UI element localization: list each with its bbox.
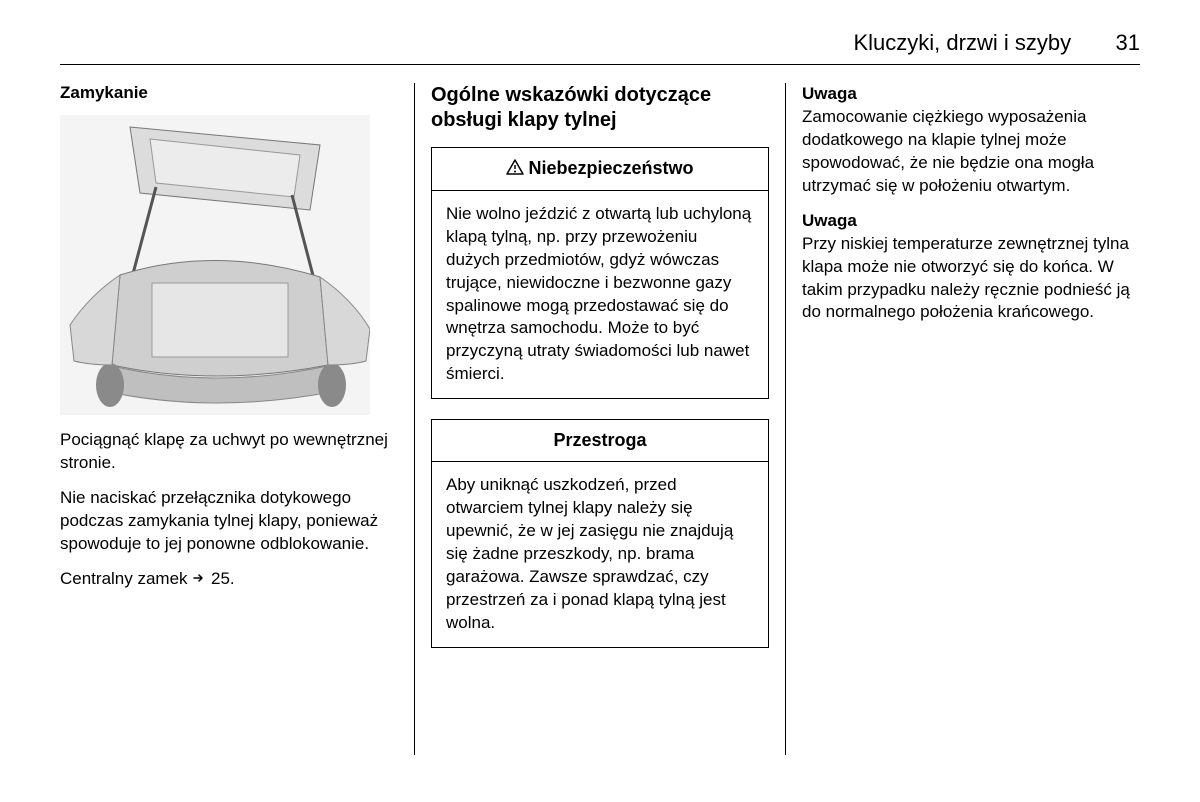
note1-body: Zamocowanie ciężkiego wyposażenia dodatk… — [802, 107, 1094, 195]
chapter-title: Kluczyki, drzwi i szyby — [853, 30, 1071, 55]
col1-p3-prefix: Centralny zamek — [60, 569, 192, 588]
column-2: Ogólne wskazówki dotyczące obsługi klapy… — [415, 83, 786, 755]
reference-arrow-icon — [192, 569, 206, 592]
note2-label: Uwaga — [802, 211, 857, 230]
column-1: Zamykanie — [60, 83, 415, 755]
col1-paragraph-2: Nie naciskać przełącznika dotykowego pod… — [60, 487, 398, 556]
tailgate-figure — [60, 115, 370, 415]
note2-body: Przy niskiej temperaturze zewnętrznej ty… — [802, 234, 1130, 322]
danger-body: Nie wolno jeździć z otwartą lub uchyloną… — [432, 191, 768, 399]
danger-box-header: Niebezpieczeństwo — [432, 148, 768, 191]
col1-paragraph-3: Centralny zamek 25. — [60, 568, 398, 592]
col2-heading: Ogólne wskazówki dotyczące obsługi klapy… — [431, 83, 769, 133]
caution-box-header: Przestroga — [432, 420, 768, 462]
caution-body: Aby uniknąć uszkodzeń, przed otwarciem t… — [432, 462, 768, 647]
col1-heading: Zamykanie — [60, 83, 398, 103]
note-1: Uwaga Zamocowanie ciężkiego wyposażenia … — [802, 83, 1140, 198]
tailgate-illustration — [60, 115, 370, 415]
page-number: 31 — [1116, 30, 1140, 55]
note-2: Uwaga Przy niskiej temperaturze zewnętrz… — [802, 210, 1140, 325]
column-3: Uwaga Zamocowanie ciężkiego wyposażenia … — [786, 83, 1140, 755]
content-columns: Zamykanie — [60, 83, 1140, 755]
col1-paragraph-1: Pociągnąć klapę za uchwyt po wewnętrznej… — [60, 429, 398, 475]
caution-title: Przestroga — [553, 430, 646, 450]
manual-page: Kluczyki, drzwi i szyby 31 Zamykanie — [0, 0, 1200, 802]
col1-p3-ref: 25. — [211, 569, 235, 588]
caution-box: Przestroga Aby uniknąć uszkodzeń, przed … — [431, 419, 769, 648]
note1-label: Uwaga — [802, 84, 857, 103]
danger-box: Niebezpieczeństwo Nie wolno jeździć z ot… — [431, 147, 769, 399]
warning-triangle-icon — [506, 159, 524, 180]
danger-title: Niebezpieczeństwo — [528, 158, 693, 178]
page-header: Kluczyki, drzwi i szyby 31 — [60, 30, 1140, 65]
